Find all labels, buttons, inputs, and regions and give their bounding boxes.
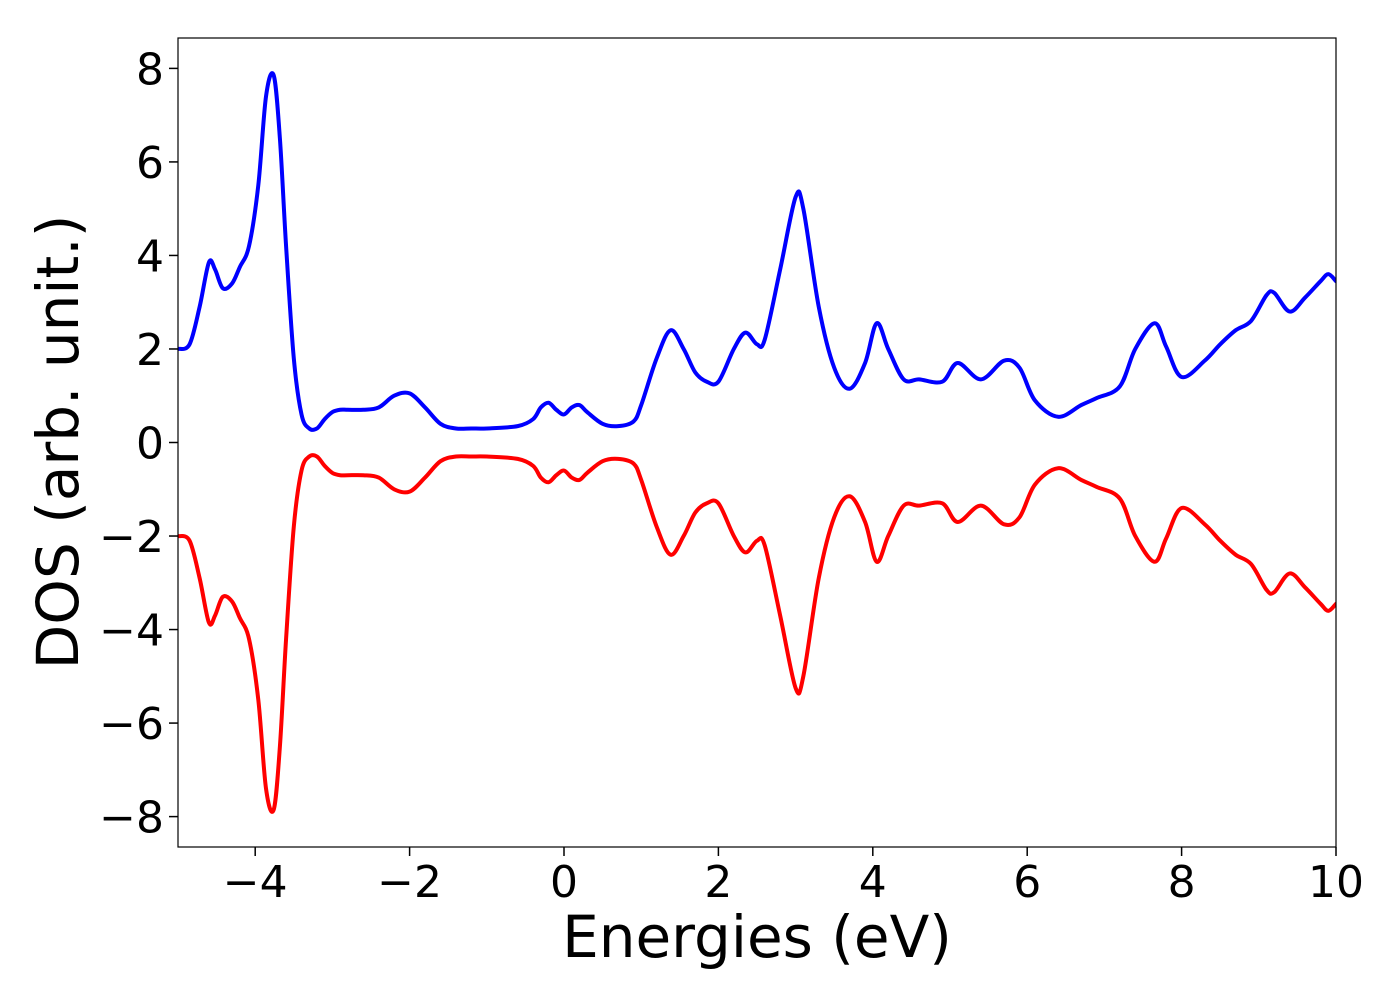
series-layer [178,71,1336,814]
x-tick-label: 0 [550,857,578,908]
series-line-1 [178,71,1336,432]
x-axis: −4 −2 0 2 4 6 8 10 [223,847,1364,908]
y-tick-label: −6 [99,699,164,750]
y-tick-label: 8 [136,44,164,95]
series-line-2 [178,453,1336,814]
x-tick-label: −4 [223,857,288,908]
y-tick-label: 4 [136,231,164,282]
x-tick-label: 2 [704,857,732,908]
y-tick-label: 0 [136,419,164,470]
y-axis-label: DOS (arb. unit.) [24,215,92,670]
y-tick-label: −4 [99,606,164,657]
x-tick-label: 6 [1013,857,1041,908]
x-axis-label: Energies (eV) [562,903,952,971]
y-tick-label: −2 [99,512,164,563]
y-tick-label: −8 [99,793,164,844]
x-tick-label: 4 [859,857,887,908]
x-tick-label: 10 [1308,857,1364,908]
y-tick-label: 2 [136,325,164,376]
y-axis: 8 6 4 2 0 −2 −4 −6 −8 [99,44,178,844]
x-tick-label: −2 [377,857,442,908]
x-tick-label: 8 [1168,857,1196,908]
y-tick-label: 6 [136,138,164,189]
